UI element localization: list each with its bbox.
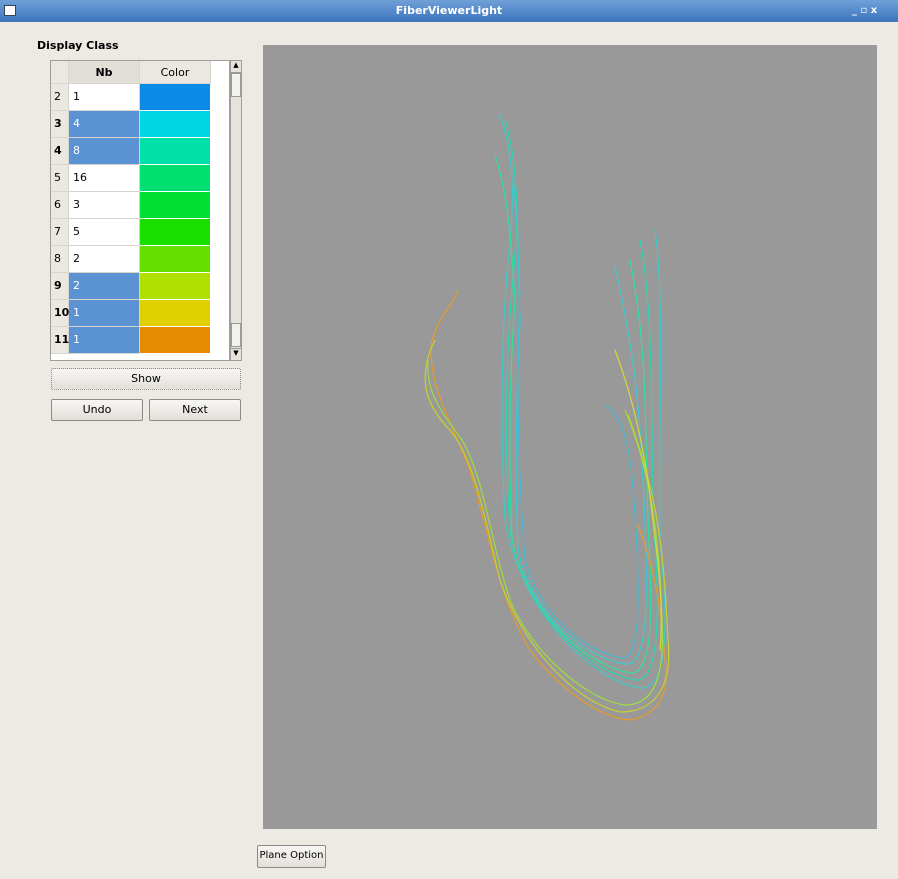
column-header[interactable]: Color	[140, 61, 211, 84]
panel-label: Display Class	[37, 39, 119, 52]
row-header[interactable]: 4	[51, 138, 69, 165]
fiber-viewer[interactable]	[263, 45, 877, 829]
app-window: FiberViewerLight _ ▫ x Display Class Nb …	[0, 0, 898, 879]
corner-cell	[51, 61, 69, 84]
row-header[interactable]: 7	[51, 219, 69, 246]
color-cell[interactable]	[140, 165, 211, 192]
color-cell[interactable]	[140, 219, 211, 246]
row-header[interactable]: 2	[51, 84, 69, 111]
nb-element-cell[interactable]: 3	[69, 192, 140, 219]
nb-element-cell[interactable]: 1	[69, 84, 140, 111]
undo-button[interactable]: Undo	[51, 399, 143, 421]
next-button[interactable]: Next	[149, 399, 241, 421]
row-header[interactable]: 5	[51, 165, 69, 192]
column-header[interactable]: Nb Element	[69, 61, 140, 84]
plane-option-button[interactable]: Plane Option	[257, 845, 326, 868]
nb-element-cell[interactable]: 5	[69, 219, 140, 246]
viewer-background	[263, 45, 877, 829]
window-icon[interactable]	[4, 5, 16, 16]
title-bar: FiberViewerLight	[0, 0, 898, 22]
nb-element-cell[interactable]: 2	[69, 246, 140, 273]
nb-element-cell[interactable]: 1	[69, 300, 140, 327]
window-controls[interactable]: _ ▫ x	[852, 5, 892, 17]
row-header[interactable]: 6	[51, 192, 69, 219]
color-cell[interactable]	[140, 327, 211, 354]
color-cell[interactable]	[140, 273, 211, 300]
show-button[interactable]: Show	[51, 368, 241, 390]
row-header[interactable]: 8	[51, 246, 69, 273]
nb-element-cell[interactable]: 8	[69, 138, 140, 165]
row-header[interactable]: 11	[51, 327, 69, 354]
color-cell[interactable]	[140, 138, 211, 165]
color-cell[interactable]	[140, 84, 211, 111]
window-title: FiberViewerLight	[396, 4, 502, 17]
row-header[interactable]: 9	[51, 273, 69, 300]
row-header[interactable]: 10	[51, 300, 69, 327]
color-cell[interactable]	[140, 300, 211, 327]
scrollbar[interactable]: ▲ ▼	[230, 60, 242, 361]
nb-element-cell[interactable]: 4	[69, 111, 140, 138]
row-header[interactable]: 3	[51, 111, 69, 138]
nb-element-cell[interactable]: 2	[69, 273, 140, 300]
color-cell[interactable]	[140, 246, 211, 273]
color-cell[interactable]	[140, 192, 211, 219]
nb-element-cell[interactable]: 1	[69, 327, 140, 354]
color-cell[interactable]	[140, 111, 211, 138]
nb-element-cell[interactable]: 16	[69, 165, 140, 192]
